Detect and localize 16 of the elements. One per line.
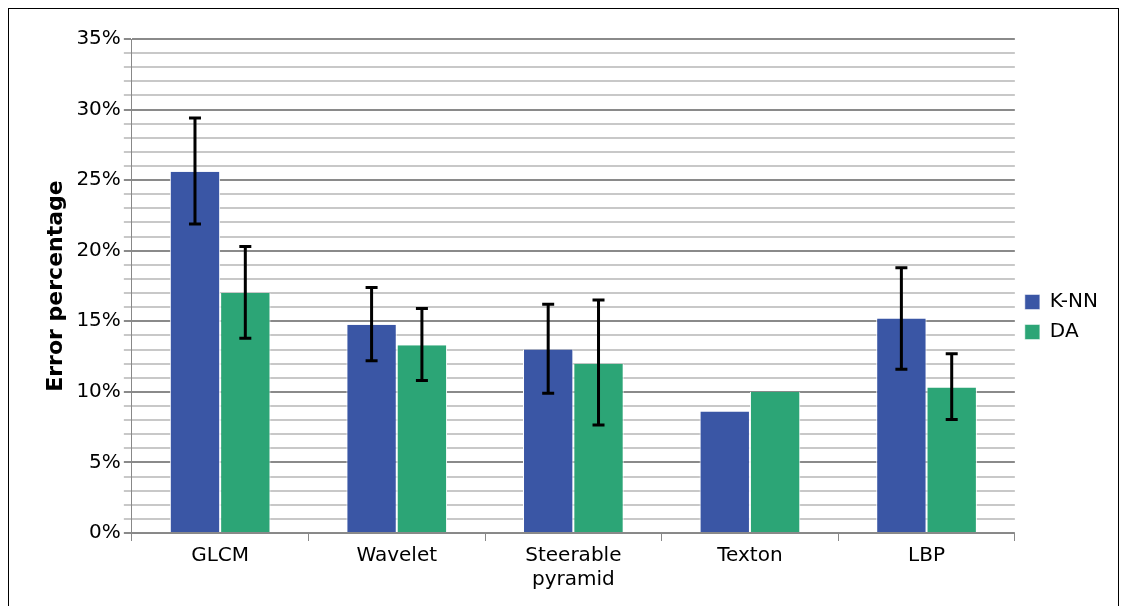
y-tick-label: 5%	[89, 448, 121, 473]
x-tick-label: LBP	[908, 542, 946, 567]
legend-label: K-NN	[1049, 288, 1098, 313]
x-tick-label: Steerable pyramid	[525, 542, 622, 591]
y-axis-title: Error percentage	[41, 180, 67, 392]
x-tick-label: Texton	[716, 542, 783, 567]
y-tick-label: 25%	[76, 166, 121, 191]
y-tick-label: 20%	[76, 236, 121, 261]
y-tick-label: 0%	[89, 519, 121, 544]
x-tick-label: Wavelet	[356, 542, 438, 567]
y-tick-label: 35%	[76, 25, 121, 50]
x-tick-label: GLCM	[191, 542, 250, 567]
y-tick-label: 15%	[76, 307, 121, 332]
legend-label: DA	[1049, 318, 1079, 343]
y-tick-label: 10%	[76, 378, 121, 403]
y-tick-label: 30%	[76, 95, 121, 120]
